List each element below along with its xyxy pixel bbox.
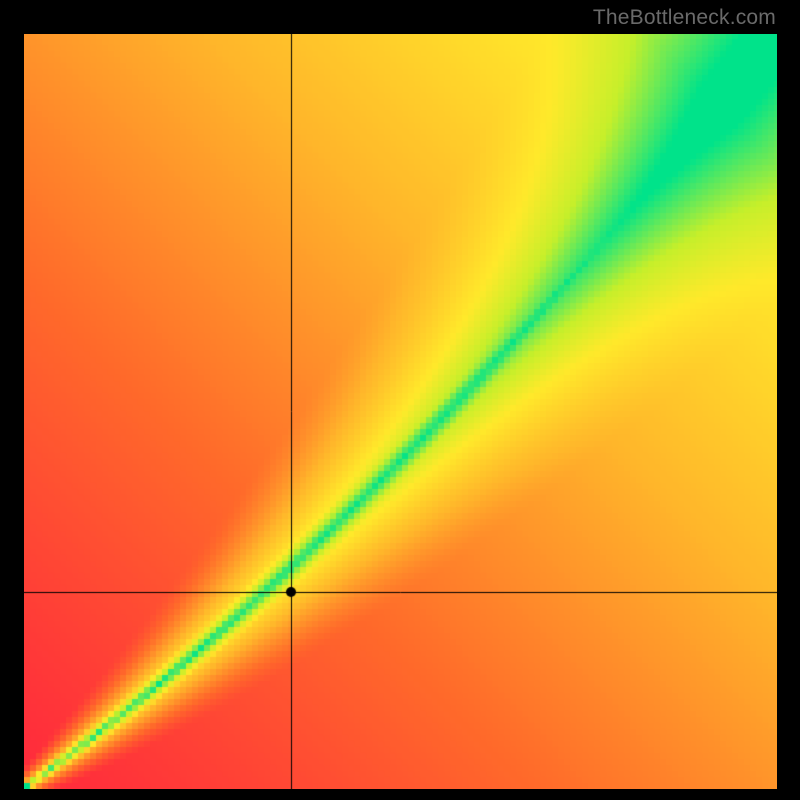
attribution-label: TheBottleneck.com bbox=[593, 6, 776, 30]
bottleneck-heatmap bbox=[24, 34, 777, 789]
chart-container: TheBottleneck.com bbox=[0, 0, 800, 800]
